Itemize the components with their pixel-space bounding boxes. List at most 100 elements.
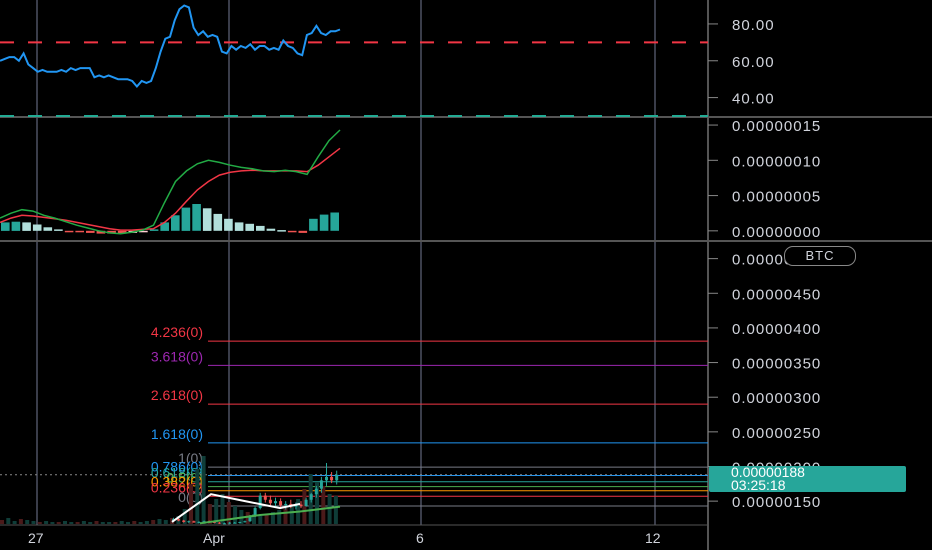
- volume-bar: [182, 509, 187, 524]
- volume-bar: [157, 519, 162, 524]
- macd-histogram-bar: [43, 227, 53, 231]
- candle-body: [304, 499, 308, 506]
- candle-body: [253, 508, 257, 517]
- volume-bar: [31, 521, 36, 524]
- candle-body: [335, 474, 339, 481]
- volume-bar: [277, 510, 282, 524]
- macd-histogram-bar: [213, 213, 223, 231]
- volume-bar: [12, 521, 17, 524]
- volume-bar: [315, 482, 319, 524]
- macd-histogram-bar: [256, 225, 265, 231]
- candle-body: [314, 488, 318, 495]
- vertical-gridlines: [36, 0, 656, 525]
- candle-body: [187, 521, 191, 523]
- volume-bar: [88, 522, 93, 524]
- price-pane[interactable]: 4.236(0) 3.618(0) 2.618(0) 1.618(0) 1(0)0.78…: [0, 324, 708, 525]
- volume-bar: [163, 520, 168, 524]
- candle-body: [192, 521, 196, 523]
- time-label-6: 6: [416, 530, 424, 546]
- macd-histogram-bar: [86, 230, 95, 233]
- volume-bar: [289, 504, 294, 524]
- macd-histogram-bar: [309, 218, 318, 231]
- candle-body: [212, 521, 216, 523]
- rsi-tick-label: 80.00: [732, 17, 775, 34]
- macd-histogram-bar: [54, 229, 63, 231]
- candle-body: [274, 501, 277, 504]
- rsi-tick-label: 40.00: [732, 91, 775, 108]
- candle-body: [325, 476, 328, 481]
- volume-bar: [220, 494, 225, 524]
- time-axis[interactable]: 27 Apr 6 12: [28, 530, 661, 546]
- volume-bar: [25, 520, 30, 524]
- volume-bar: [6, 518, 11, 524]
- volume-bar: [100, 522, 105, 524]
- macd-histogram-bar: [149, 229, 159, 231]
- macd-histogram-bar: [75, 230, 84, 233]
- volume-bar: [333, 496, 338, 524]
- volume-bar: [56, 522, 61, 524]
- fib-level-label: 1.618(0): [151, 426, 203, 442]
- macd-tick-label: 0.00000015: [732, 118, 821, 135]
- volume-bar: [63, 521, 67, 524]
- volume-bar: [119, 521, 124, 524]
- volume-bar: [195, 469, 200, 524]
- candle-body: [279, 501, 283, 506]
- macd-histogram-bar: [107, 230, 116, 234]
- candle-body: [217, 522, 221, 524]
- price-tick-label: 0.00000450: [732, 286, 821, 303]
- macd-histogram-bar: [96, 230, 106, 234]
- volume-bar: [226, 502, 231, 524]
- candle-body: [299, 504, 303, 506]
- macd-histogram-bar: [1, 222, 10, 231]
- fib-level-label: 0.5(0): [166, 470, 203, 486]
- currency-badge[interactable]: BTC: [784, 246, 856, 266]
- volume-bar: [81, 521, 86, 524]
- volume-bar: [37, 522, 42, 524]
- macd-histogram-bar: [181, 207, 191, 231]
- price-tick-label: 0.00000300: [732, 390, 821, 407]
- macd-tick-label: 0.00000000: [732, 224, 821, 241]
- volume-bar: [132, 521, 137, 524]
- macd-tick-label: 0.00000010: [732, 153, 821, 170]
- macd-histogram-bar: [11, 221, 21, 231]
- price-tick-label: 0.00000350: [732, 356, 821, 373]
- volume-bar: [233, 506, 238, 524]
- volume-bar: [50, 522, 55, 524]
- bar-countdown: 03:25:18: [731, 477, 786, 493]
- candle-body: [177, 519, 181, 521]
- macd-histogram-bar: [266, 228, 276, 231]
- macd-line: [0, 129, 341, 235]
- volume-bar: [252, 514, 256, 524]
- macd-histogram-bar: [64, 230, 74, 233]
- volume-bar: [113, 522, 118, 524]
- rsi-pane[interactable]: [0, 4, 708, 117]
- macd-histogram-bar: [117, 230, 127, 234]
- fib-level-label: 4.236(0): [151, 324, 203, 340]
- volume-bar: [94, 521, 99, 524]
- candle-body: [268, 499, 272, 504]
- volume-bar: [270, 512, 275, 524]
- volume-bar: [264, 515, 269, 524]
- macd-histogram-bar: [224, 218, 233, 231]
- time-label-27: 27: [28, 530, 44, 546]
- macd-pane[interactable]: [0, 129, 341, 235]
- candle-body: [258, 495, 262, 509]
- volume-bar: [107, 522, 112, 524]
- candle-body: [238, 521, 242, 523]
- volume-bar: [44, 521, 49, 524]
- volume-bar: [0, 520, 4, 524]
- volume-bar: [189, 484, 193, 524]
- price-tick-label: 0.00000150: [732, 494, 821, 511]
- volume-bar: [258, 516, 263, 524]
- candle-body: [202, 521, 206, 523]
- macd-histogram-bar: [245, 223, 254, 231]
- moving-average: [199, 505, 341, 525]
- macd-histogram-bar: [298, 230, 308, 233]
- macd-histogram-bar: [277, 230, 286, 232]
- macd-histogram-bar: [22, 222, 31, 231]
- volume-bar: [151, 520, 156, 524]
- volume-bar: [144, 521, 149, 524]
- macd-histogram-bar: [192, 204, 201, 231]
- fib-level-label: 0.618(0): [151, 465, 203, 481]
- volume-bar: [245, 512, 250, 524]
